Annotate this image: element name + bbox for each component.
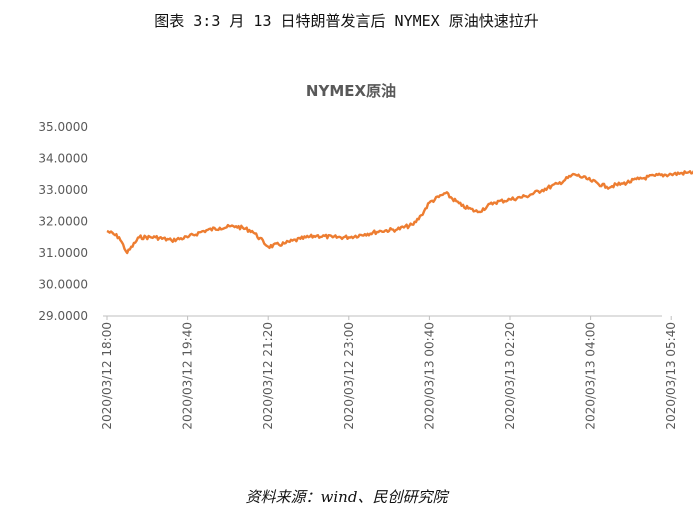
x-tick-label: 2020/03/12 23:00 — [342, 322, 356, 430]
figure-caption: 图表 3:3 月 13 日特朗普发言后 NYMEX 原油快速拉升 — [154, 12, 539, 30]
y-tick-label: 32.0000 — [38, 215, 88, 229]
source-note: 资料来源：wind、民创研究院 — [245, 488, 448, 506]
y-tick-label: 29.0000 — [38, 309, 88, 323]
y-tick-label: 33.0000 — [38, 183, 88, 197]
y-axis: 29.0000 30.0000 31.0000 32.0000 33.0000 34.00… — [38, 120, 88, 323]
y-tick-label: 34.0000 — [38, 152, 88, 166]
series-line-nymex-crude — [106, 170, 693, 255]
x-tick-label: 2020/03/12 19:40 — [181, 322, 195, 430]
x-tick-label: 2020/03/12 18:00 — [100, 322, 114, 430]
chart-title: NYMEX原油 — [306, 82, 396, 100]
x-tick-label: 2020/03/12 21:20 — [261, 322, 275, 430]
y-tick-label: 35.0000 — [38, 120, 88, 134]
y-tick-label: 31.0000 — [38, 246, 88, 260]
x-axis: 2020/03/12 18:00 2020/03/12 19:40 2020/03/… — [100, 316, 678, 430]
y-tick-label: 30.0000 — [38, 278, 88, 292]
x-tick-label: 2020/03/13 05:40 — [664, 322, 678, 430]
x-tick-label: 2020/03/13 04:00 — [584, 322, 598, 430]
x-tick-label: 2020/03/13 02:20 — [503, 322, 517, 430]
x-tick-label: 2020/03/13 00:40 — [422, 322, 436, 430]
